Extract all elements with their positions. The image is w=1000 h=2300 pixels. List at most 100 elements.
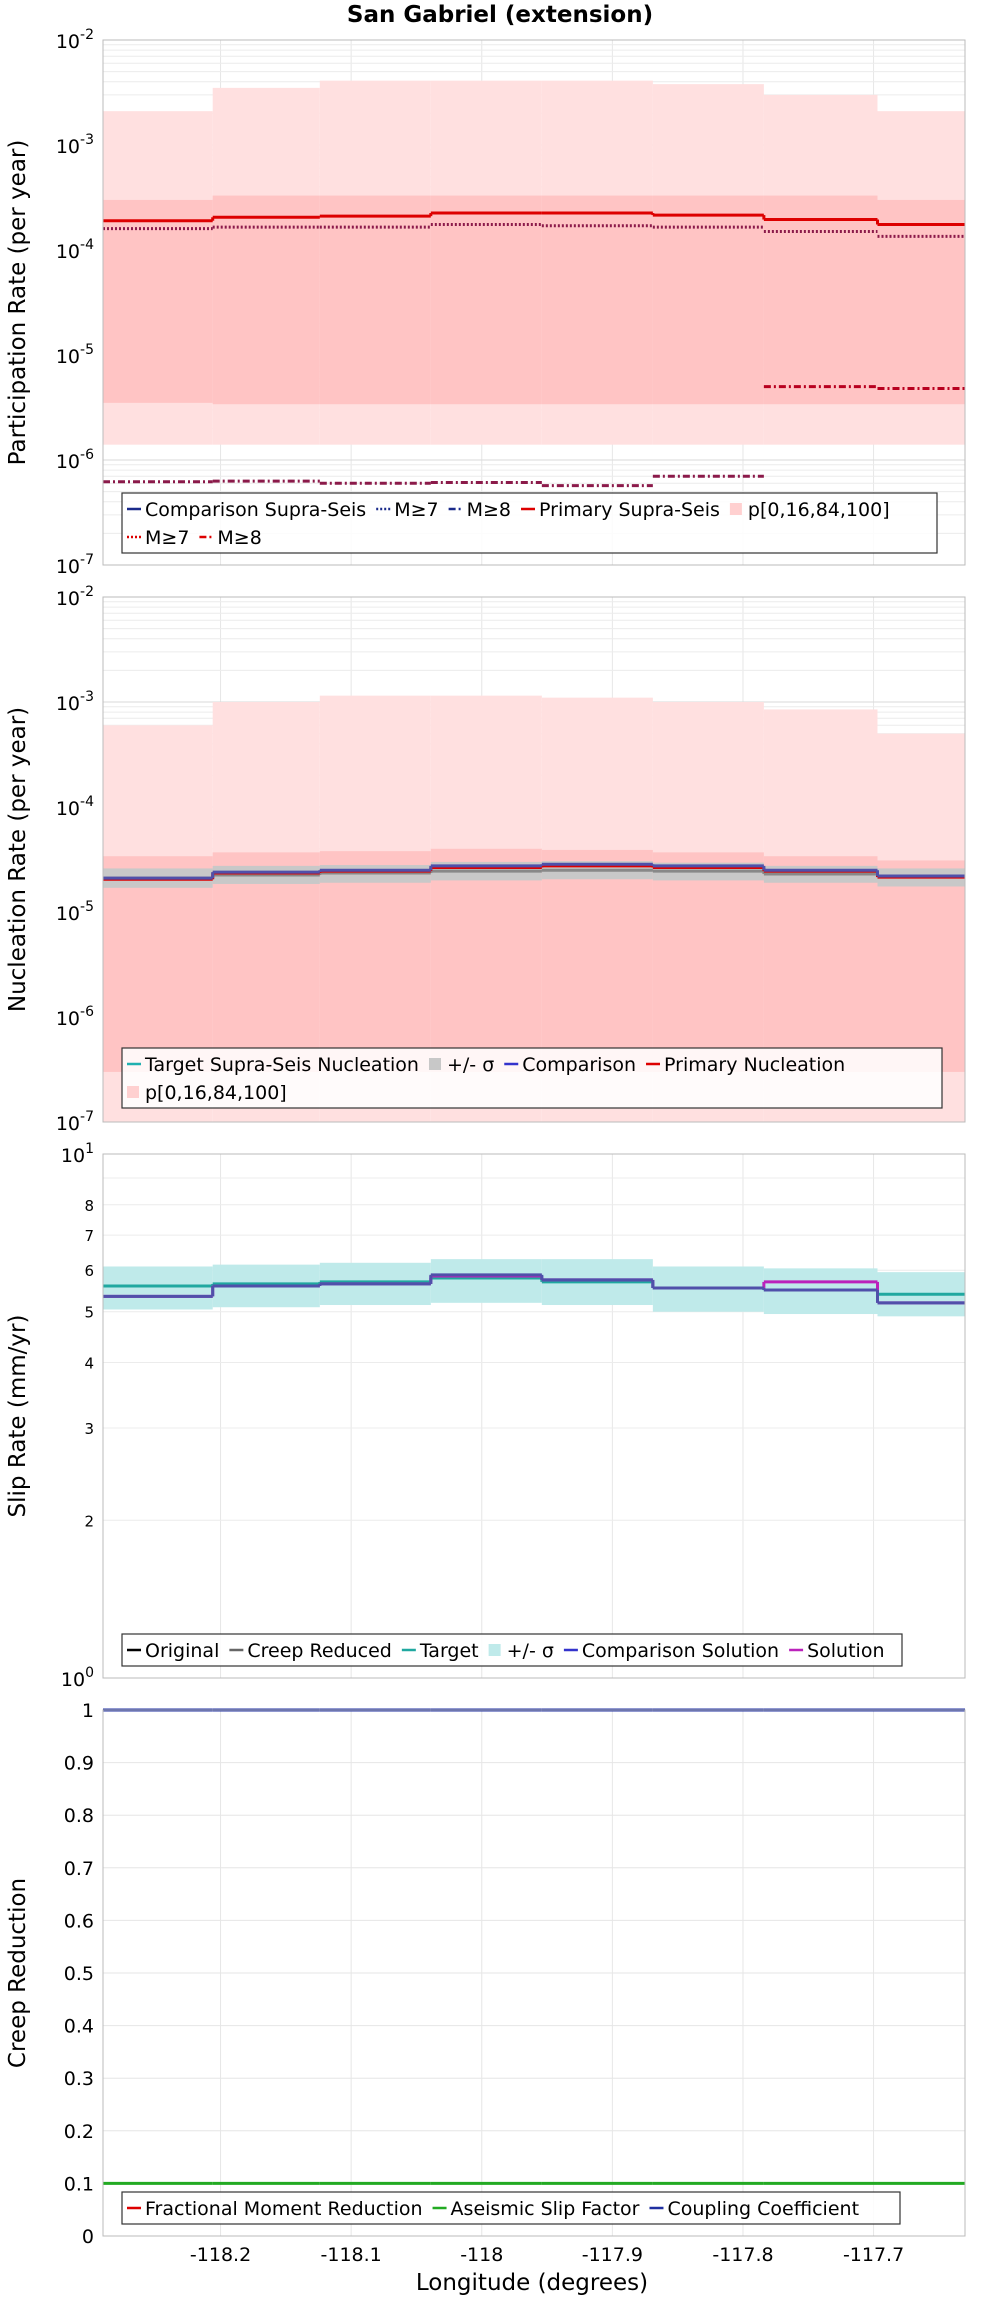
y-minor-tick-label: 4	[84, 1355, 94, 1373]
legend-swatch	[488, 1644, 501, 1656]
y-tick-label: 100	[61, 1665, 94, 1691]
series-0	[103, 1259, 965, 1317]
legend-entry: M≥8	[217, 527, 261, 549]
legend-entry: +/- σ	[507, 1640, 554, 1662]
y-tick-label: 0.9	[64, 1753, 94, 1775]
legend: Comparison Supra-Seis M≥7 M≥8 Primary Supra…	[121, 492, 938, 554]
series-5	[103, 474, 764, 488]
band-segment	[103, 199, 213, 403]
series-3	[103, 222, 965, 238]
y-tick-label: 0	[82, 2226, 94, 2248]
band-segment	[430, 195, 542, 405]
gridlines	[103, 1154, 965, 1679]
y-tick-label: 0.2	[64, 2121, 94, 2143]
legend-entry: +/- σ	[447, 1054, 494, 1076]
legend-box	[121, 492, 938, 554]
legend-entry: Fractional Moment Reduction	[145, 2198, 423, 2220]
band-segment	[763, 195, 878, 405]
band-segment	[319, 195, 431, 405]
legend-entry: p[0,16,84,100]	[748, 499, 890, 521]
legend-box	[121, 1047, 943, 1109]
y-axis-label: Slip Rate (mm/yr)	[5, 1315, 31, 1518]
y-tick-label: 10-7	[56, 1109, 94, 1135]
plot-frame	[102, 1709, 966, 2237]
gridlines	[103, 1709, 965, 2237]
legend-entry: p[0,16,84,100]	[145, 1082, 287, 1104]
y-tick-labels: 10-7 10-6 10-5 10-4 10-3 10-2	[56, 27, 94, 578]
y-tick-label: 10-7	[56, 552, 94, 578]
legend: Original Creep Reduced Target +/- σ Comparis…	[121, 1633, 903, 1667]
legend-entry: Target Supra-Seis Nucleation	[144, 1054, 419, 1076]
legend: Fractional Moment Reduction Aseismic Slip…	[121, 2191, 901, 2225]
legend-entry: Original	[145, 1640, 219, 1662]
plot-frame	[102, 1153, 966, 1679]
legend-box	[121, 2191, 901, 2225]
band-segment	[652, 852, 764, 1072]
plot-frame	[102, 39, 966, 566]
chart-title: San Gabriel (extension)	[347, 2, 653, 28]
panel-4: 0 0.1 0.2 0.3 0.4 0.5 0.6 0.7 0.8 0.9 1 Creep Reduc…	[5, 1700, 966, 2248]
legend-entry: Solution	[807, 1640, 884, 1662]
x-tick-label: -117.7	[843, 2244, 904, 2266]
y-minor-tick-label: 8	[84, 1197, 94, 1215]
series-2	[103, 211, 965, 226]
panel-3: 100 101 2 3 4 5 6 7 8 Slip Rate (mm/yr) Original Cr…	[5, 1141, 966, 1691]
band-segment	[877, 199, 965, 405]
legend-entry: Aseismic Slip Factor	[451, 2198, 640, 2220]
y-tick-labels: 0 0.1 0.2 0.3 0.4 0.5 0.6 0.7 0.8 0.9 1	[64, 1700, 94, 2248]
y-tick-label: 10-3	[56, 132, 94, 158]
legend-swatch	[428, 1058, 441, 1070]
y-minor-tick-label: 5	[84, 1304, 94, 1322]
plot-frame	[102, 596, 966, 1123]
legend-entry: Coupling Coefficient	[667, 2198, 859, 2220]
y-tick-label: 0.3	[64, 2068, 94, 2090]
y-tick-label: 10-2	[56, 27, 94, 53]
band-segment	[652, 195, 764, 405]
band-segment	[430, 1259, 542, 1303]
band-segment	[212, 852, 320, 1072]
x-tick-label: -117.9	[582, 2244, 643, 2266]
band-segment	[319, 851, 431, 1072]
legend-entry: Creep Reduced	[247, 1640, 391, 1662]
y-minor-tick-label: 6	[84, 1262, 94, 1280]
y-tick-label: 0.5	[64, 1963, 94, 1985]
y-tick-label: 1	[82, 1700, 94, 1722]
legend-swatch	[127, 1086, 139, 1098]
y-tick-label: 10-3	[56, 689, 94, 715]
y-tick-label: 0.7	[64, 1858, 94, 1880]
y-tick-label: 10-6	[56, 1004, 94, 1030]
y-tick-label: 10-5	[56, 342, 94, 368]
band-segment	[430, 848, 542, 1072]
y-tick-label: 10-5	[56, 899, 94, 925]
band-segment	[212, 195, 320, 405]
series-4	[763, 385, 965, 390]
y-tick-label: 0.1	[64, 2173, 94, 2195]
x-tick-label: -118.1	[321, 2244, 382, 2266]
series-1	[103, 848, 965, 1072]
y-axis-label: Creep Reduction	[5, 1878, 31, 2068]
series-1	[103, 195, 965, 405]
band-segment	[763, 856, 878, 1072]
panel-1: 10-7 10-6 10-5 10-4 10-3 10-2 Participation Ra…	[5, 27, 966, 578]
y-tick-label: 10-4	[56, 237, 94, 263]
y-tick-label: 0.4	[64, 2016, 94, 2038]
x-axis-label: Longitude (degrees)	[416, 2270, 648, 2296]
series-3	[103, 1273, 965, 1305]
y-tick-labels: 100 101 2 3 4 5 6 7 8	[61, 1141, 94, 1691]
x-tick-label: -117.8	[712, 2244, 773, 2266]
y-minor-tick-label: 2	[84, 1512, 94, 1530]
x-tick-label: -118	[460, 2244, 503, 2266]
legend-entry: Comparison Solution	[582, 1640, 779, 1662]
legend-entry: Comparison Supra-Seis	[145, 499, 366, 521]
y-minor-tick-label: 7	[84, 1227, 94, 1245]
band-segment	[103, 1266, 213, 1310]
y-tick-label: 10-6	[56, 447, 94, 473]
series-5	[103, 862, 965, 880]
legend-swatch	[729, 503, 742, 515]
y-tick-label: 10-4	[56, 794, 94, 820]
y-tick-labels: 10-7 10-6 10-5 10-4 10-3 10-2	[56, 584, 94, 1135]
legend: Target Supra-Seis Nucleation +/- σ Compari…	[121, 1047, 943, 1109]
panel-2: 10-7 10-6 10-5 10-4 10-3 10-2 Nucleation Rate …	[5, 584, 966, 1135]
band-segment	[541, 195, 653, 405]
